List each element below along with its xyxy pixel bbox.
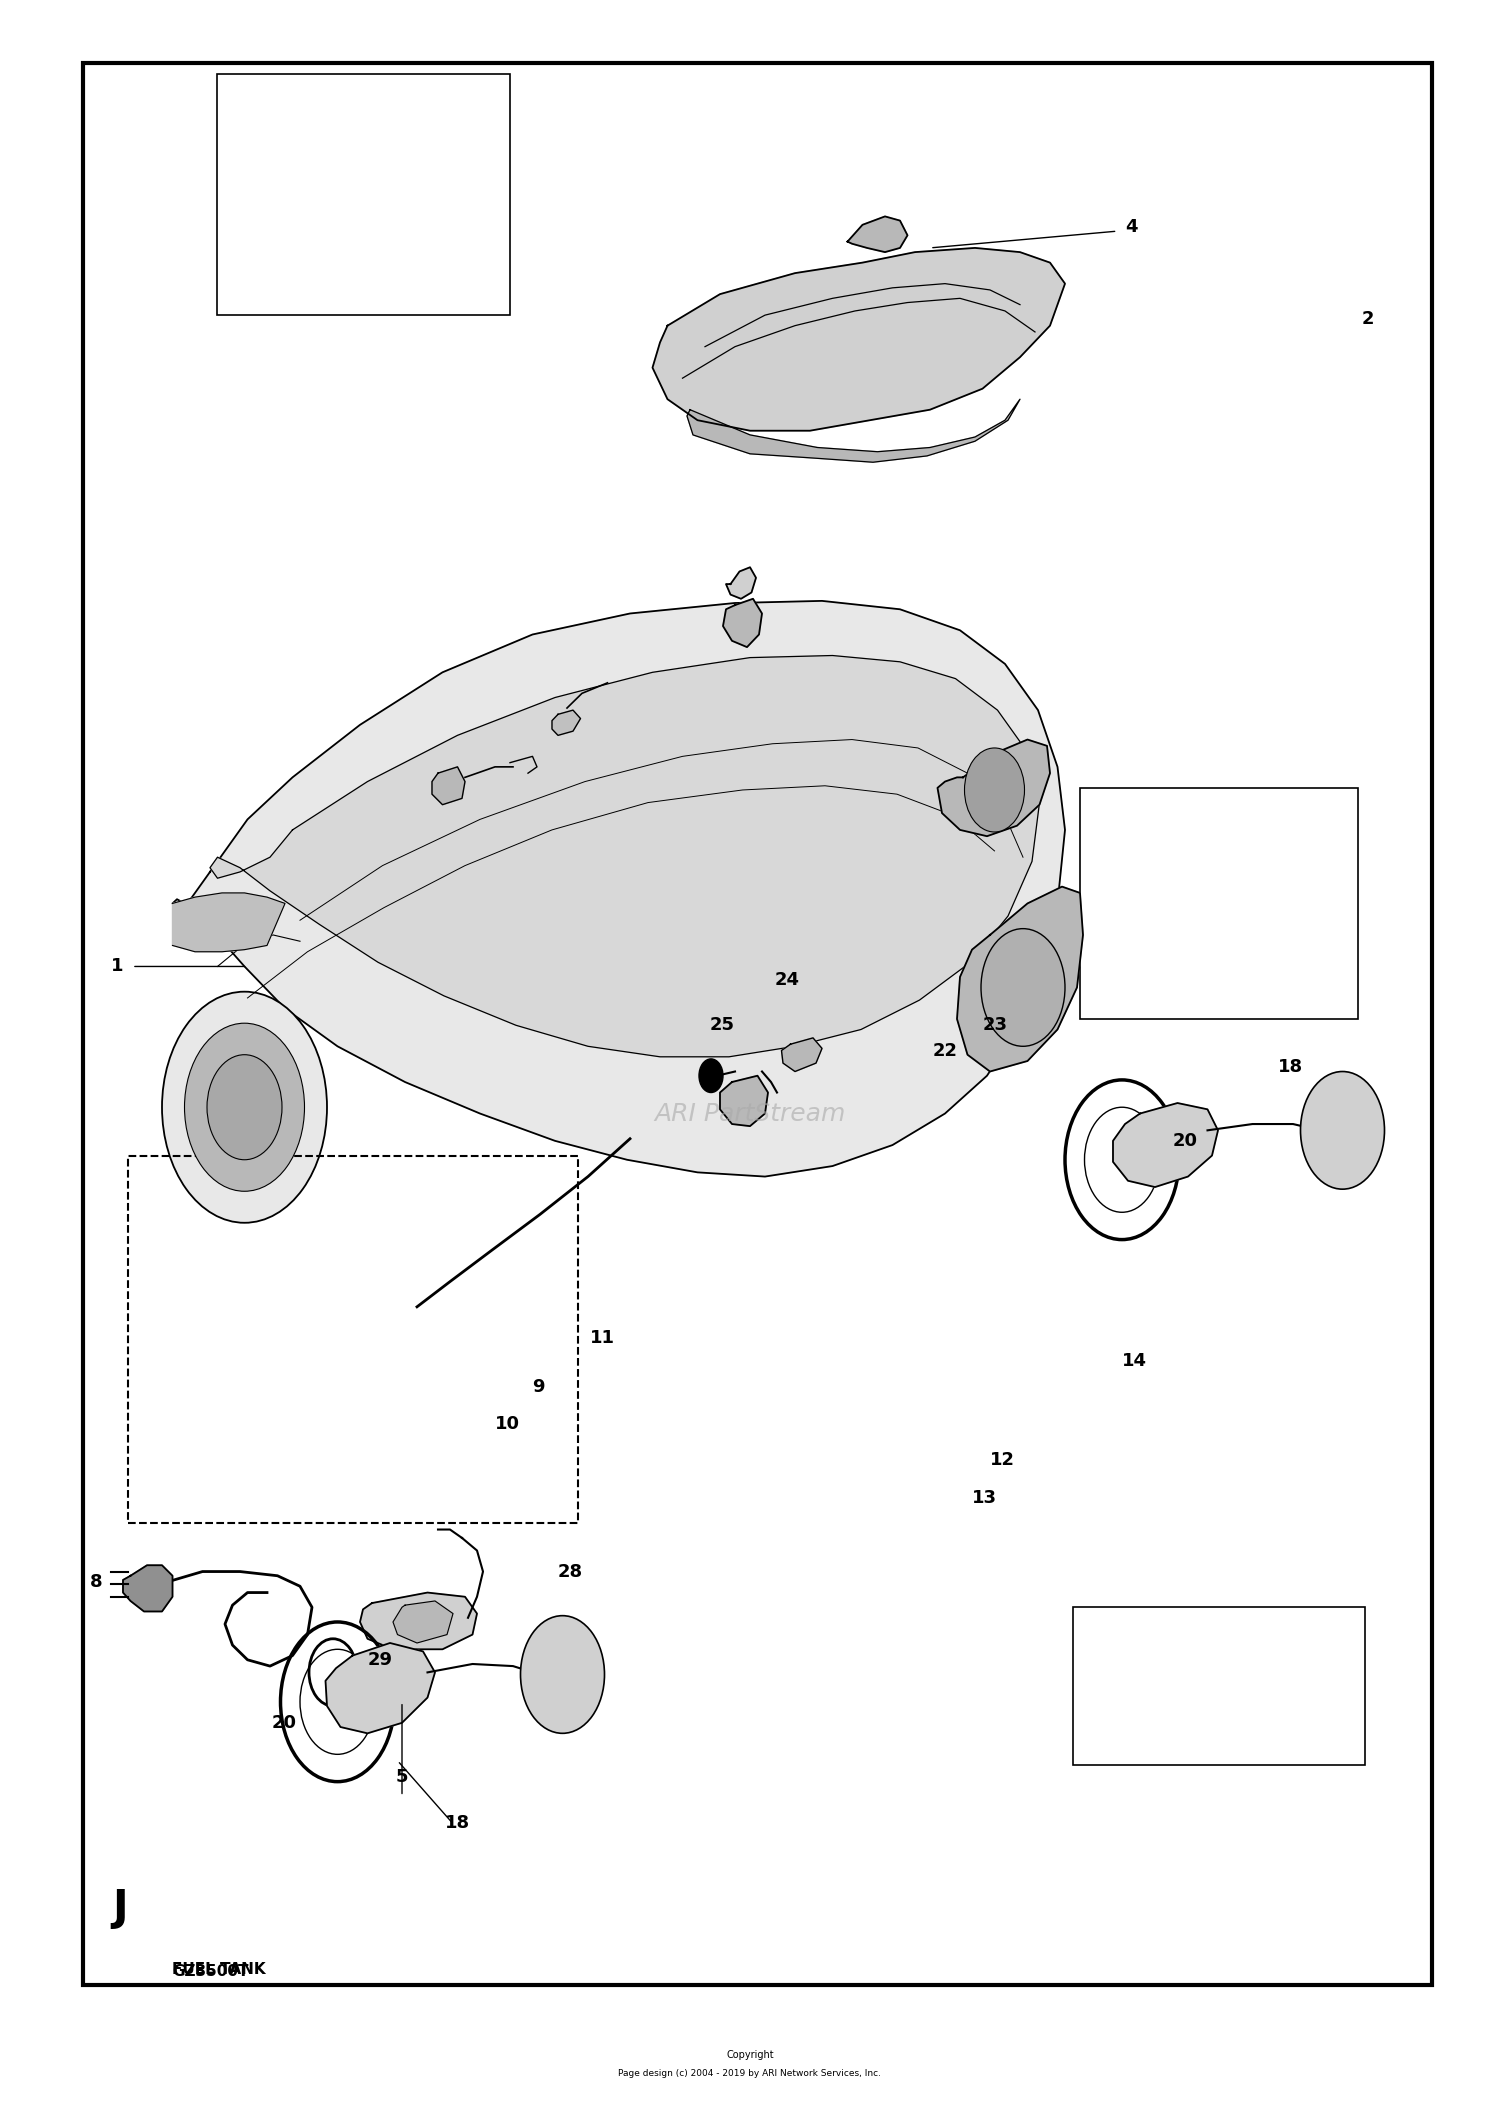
- Text: 2: 2: [1362, 311, 1374, 328]
- Polygon shape: [687, 399, 1020, 462]
- Polygon shape: [123, 1565, 172, 1611]
- Text: 8: 8: [90, 1574, 102, 1590]
- Circle shape: [184, 1023, 304, 1191]
- Bar: [217, 74, 510, 315]
- Bar: [82, 63, 1432, 1985]
- Text: J: J: [112, 1887, 128, 1929]
- Text: 10: 10: [495, 1416, 520, 1433]
- Polygon shape: [782, 1038, 822, 1072]
- Text: 29: 29: [368, 1651, 393, 1668]
- Circle shape: [207, 1055, 282, 1160]
- Polygon shape: [720, 1076, 768, 1126]
- Text: 24: 24: [776, 971, 800, 990]
- Polygon shape: [360, 1593, 477, 1649]
- Text: GZ3500T: GZ3500T: [172, 1964, 249, 1979]
- Polygon shape: [393, 1601, 453, 1643]
- Text: 18: 18: [446, 1813, 470, 1832]
- Text: Copyright: Copyright: [726, 2051, 774, 2059]
- Circle shape: [981, 929, 1065, 1046]
- Circle shape: [1300, 1072, 1384, 1189]
- Text: 5: 5: [396, 1767, 408, 1786]
- Polygon shape: [172, 601, 1065, 1177]
- Text: 18: 18: [1278, 1059, 1304, 1076]
- Text: FUEL TANK: FUEL TANK: [172, 1962, 266, 1977]
- Polygon shape: [172, 893, 285, 952]
- Text: 25: 25: [710, 1017, 735, 1034]
- Polygon shape: [723, 599, 762, 647]
- Circle shape: [162, 992, 327, 1223]
- Bar: [1080, 788, 1358, 1019]
- Text: 23: 23: [982, 1017, 1008, 1034]
- Text: 1: 1: [111, 958, 123, 975]
- Text: 12: 12: [990, 1452, 1016, 1469]
- Polygon shape: [726, 567, 756, 599]
- Bar: [128, 1156, 578, 1523]
- Polygon shape: [957, 887, 1083, 1072]
- Text: 13: 13: [972, 1490, 998, 1506]
- Polygon shape: [652, 248, 1065, 431]
- Circle shape: [699, 1059, 723, 1093]
- Text: 4: 4: [1125, 219, 1137, 235]
- Text: 22: 22: [933, 1042, 958, 1059]
- Circle shape: [964, 748, 1024, 832]
- Text: 14: 14: [1122, 1353, 1148, 1370]
- Text: ARI PartStream: ARI PartStream: [654, 1101, 846, 1126]
- Polygon shape: [1113, 1103, 1218, 1187]
- Polygon shape: [210, 656, 1040, 1057]
- Text: Page design (c) 2004 - 2019 by ARI Network Services, Inc.: Page design (c) 2004 - 2019 by ARI Netwo…: [618, 2069, 882, 2078]
- Text: 28: 28: [558, 1563, 584, 1580]
- Polygon shape: [432, 767, 465, 805]
- Text: 20: 20: [1173, 1132, 1198, 1149]
- Text: 20: 20: [272, 1714, 297, 1731]
- Polygon shape: [938, 740, 1050, 836]
- Text: 9: 9: [532, 1378, 544, 1395]
- Bar: [1072, 1607, 1365, 1765]
- Polygon shape: [326, 1643, 435, 1733]
- Polygon shape: [552, 710, 580, 735]
- Polygon shape: [847, 216, 908, 252]
- Text: 11: 11: [590, 1330, 615, 1347]
- Circle shape: [520, 1616, 605, 1733]
